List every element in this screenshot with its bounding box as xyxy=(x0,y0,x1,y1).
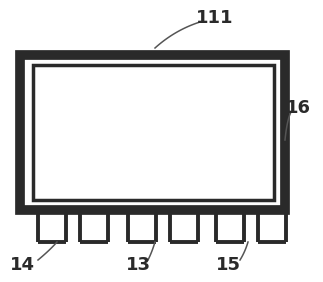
Text: 13: 13 xyxy=(126,256,151,274)
Bar xyxy=(20,55,285,210)
Text: 15: 15 xyxy=(215,256,241,274)
Bar xyxy=(33,65,274,200)
Text: 111: 111 xyxy=(196,9,234,27)
Text: 16: 16 xyxy=(286,99,310,117)
Text: 14: 14 xyxy=(9,256,35,274)
